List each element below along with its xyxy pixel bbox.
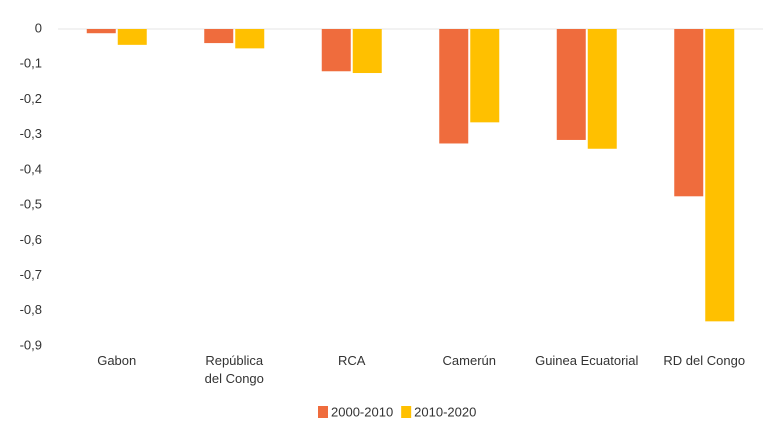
x-tick-label: República del Congo [204,353,264,386]
y-tick-label: -0,4 [20,161,42,176]
y-tick-label: -0,3 [20,126,42,141]
bar [587,29,617,149]
bar [86,29,116,34]
bar [117,29,147,45]
y-tick-label: -0,2 [20,91,42,106]
bar [204,29,234,44]
bar [674,29,704,197]
x-tick-label: RD del Congo [663,353,746,368]
bar [235,29,265,49]
bar [321,29,351,72]
bar [556,29,586,140]
y-tick-label: -0,1 [20,56,42,71]
y-tick-label: -0,9 [20,337,42,352]
y-tick-label: -0,8 [20,302,42,317]
y-tick-label: -0,5 [20,197,42,212]
legend-label: 2010-2020 [414,404,476,419]
y-tick-label: 0 [35,20,42,35]
x-tick-label: Guinea Ecuatorial [535,353,639,368]
bar [439,29,469,144]
legend-swatch [401,406,412,418]
bar [470,29,500,123]
y-tick-label: -0,7 [20,267,42,282]
x-tick-label: Gabon [97,353,137,368]
x-tick-label: RCA [338,353,366,368]
bar [705,29,735,322]
bar [352,29,382,74]
legend-swatch [318,406,328,418]
y-tick-label: -0,6 [20,232,42,247]
x-tick-label: Camerún [442,353,496,368]
legend-label: 2000-2010 [331,404,393,419]
